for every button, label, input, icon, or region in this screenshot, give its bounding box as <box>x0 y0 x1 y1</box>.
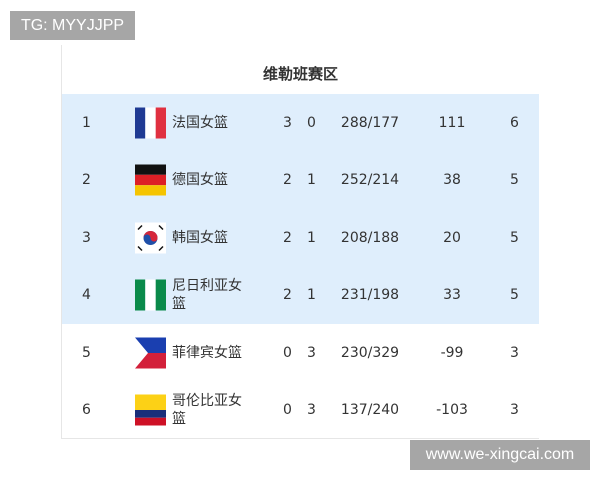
wins: 0 <box>283 402 292 419</box>
points-for-against: 208/188 <box>340 229 400 246</box>
table-title: 维勒班赛区 <box>262 65 338 83</box>
losses: 3 <box>307 344 316 361</box>
standing-points: 5 <box>510 287 519 304</box>
losses: 1 <box>307 229 316 246</box>
team-name: 德国女篮 <box>172 172 228 189</box>
wins: 3 <box>283 114 292 131</box>
colombia-flag-icon <box>135 394 166 426</box>
rank: 6 <box>82 402 91 419</box>
point-differential: 111 <box>438 114 466 131</box>
team-name: 韩国女篮 <box>172 229 228 246</box>
philippines-flag-icon <box>135 337 166 369</box>
wins: 2 <box>283 229 292 246</box>
points-for-against: 137/240 <box>340 402 400 419</box>
nigeria-flag-icon <box>135 279 166 311</box>
points-for-against: 231/198 <box>340 287 400 304</box>
south-korea-flag-icon <box>135 222 166 254</box>
france-flag-icon <box>135 107 166 139</box>
point-differential: 33 <box>443 287 461 304</box>
standing-points: 5 <box>510 229 519 246</box>
points-for-against: 252/214 <box>340 172 400 189</box>
table-row: 5 菲律宾女篮 0 3 230/329 -99 3 <box>62 324 539 382</box>
table-row: 4 尼日利亚女篮 2 1 231/198 33 5 <box>62 266 539 324</box>
points-for-against: 230/329 <box>340 344 400 361</box>
point-differential: 20 <box>443 229 461 246</box>
rank: 2 <box>82 172 91 189</box>
standing-points: 6 <box>510 114 519 131</box>
team-name: 菲律宾女篮 <box>172 344 242 361</box>
rank: 5 <box>82 344 91 361</box>
table-row: 1 法国女篮 3 0 288/177 111 6 <box>62 94 539 152</box>
rank: 1 <box>82 114 91 131</box>
point-differential: -99 <box>440 344 464 361</box>
watermark-bottom: www.we-xingcai.com <box>410 440 590 470</box>
germany-flag-icon <box>135 164 166 196</box>
standing-points: 3 <box>510 402 519 419</box>
table-row: 3 韩国女篮 2 1 208/188 20 5 <box>62 209 539 267</box>
team-name: 尼日利亚女篮 <box>172 278 242 313</box>
standing-points: 3 <box>510 344 519 361</box>
wins: 0 <box>283 344 292 361</box>
table-row: 6 哥伦比亚女篮 0 3 137/240 -103 3 <box>62 382 539 440</box>
losses: 0 <box>307 114 316 131</box>
rank: 4 <box>82 287 91 304</box>
point-differential: -103 <box>436 402 468 419</box>
table-row: 2 德国女篮 2 1 252/214 38 5 <box>62 151 539 209</box>
losses: 1 <box>307 287 316 304</box>
losses: 3 <box>307 402 316 419</box>
point-differential: 38 <box>443 172 461 189</box>
losses: 1 <box>307 172 316 189</box>
standing-points: 5 <box>510 172 519 189</box>
wins: 2 <box>283 287 292 304</box>
watermark-top: TG: MYYJJPP <box>10 11 135 40</box>
rank: 3 <box>82 229 91 246</box>
points-for-against: 288/177 <box>340 114 400 131</box>
wins: 2 <box>283 172 292 189</box>
team-name: 法国女篮 <box>172 114 228 131</box>
team-name: 哥伦比亚女篮 <box>172 393 242 428</box>
